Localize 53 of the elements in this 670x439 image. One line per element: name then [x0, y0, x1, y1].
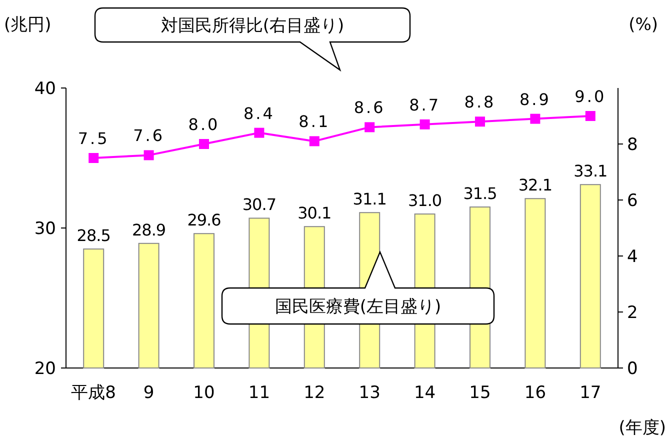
text: 対国民所得比(右目盛り)	[160, 16, 344, 36]
x-tick-label: 14	[414, 383, 436, 403]
data-label: 8.9	[519, 90, 551, 109]
data-label: 28.9	[132, 220, 166, 240]
y-axis-title: (兆円)	[4, 15, 52, 35]
point	[144, 150, 154, 160]
point	[254, 128, 264, 138]
y2-tick-label: 0	[627, 359, 638, 379]
x-axis-title: (年度)	[618, 418, 666, 438]
x-tick-label: 10	[193, 383, 215, 403]
x-tick-label: 13	[358, 383, 380, 403]
data-label: 8.7	[409, 95, 441, 114]
x-tick-label: 12	[304, 383, 326, 403]
data-label: 30.1	[298, 204, 332, 223]
data-label: 33.1	[574, 162, 608, 181]
data-label: 7.5	[78, 129, 110, 148]
data-label: 8.4	[243, 104, 275, 123]
data-label: 9.0	[574, 87, 606, 106]
x-tick-label: 11	[248, 383, 270, 403]
data-label: 31.5	[463, 184, 497, 203]
x-tick-label: 16	[524, 383, 546, 403]
y2-tick-label: 2	[627, 303, 638, 323]
point	[364, 122, 375, 132]
y-tick-label: 30	[34, 219, 56, 239]
y2-tick-label: 8	[627, 135, 638, 155]
point	[88, 153, 99, 163]
y2-tick-label: 6	[627, 191, 638, 211]
point	[530, 114, 540, 124]
x-tick-label: 17	[580, 383, 602, 403]
data-label: 8.1	[298, 112, 330, 132]
point	[585, 111, 596, 121]
x-tick-label: 9	[143, 383, 154, 403]
data-label: 32.1	[518, 176, 552, 195]
data-label: 7.6	[133, 126, 165, 146]
data-label: 8.8	[464, 92, 496, 112]
point	[475, 116, 485, 127]
y-tick-label: 20	[34, 359, 56, 379]
y-tick-label: 40	[34, 79, 56, 99]
data-label: 8.6	[354, 98, 386, 118]
y2-axis-title: (%)	[628, 15, 658, 35]
data-label: 30.7	[242, 195, 276, 214]
x-tick-label: 平成8	[71, 383, 116, 403]
point	[309, 136, 320, 146]
data-label: 28.5	[76, 226, 110, 245]
data-label: 31.1	[352, 190, 386, 209]
data-label: 31.0	[408, 191, 442, 210]
data-label: 8.0	[188, 115, 220, 134]
point	[199, 139, 209, 149]
y2-tick-label: 4	[627, 247, 638, 267]
annotation: 国民医療費(左目盛り)	[274, 297, 442, 317]
x-tick-label: 15	[469, 383, 491, 403]
data-label: 29.6	[187, 210, 222, 230]
point	[420, 119, 430, 130]
